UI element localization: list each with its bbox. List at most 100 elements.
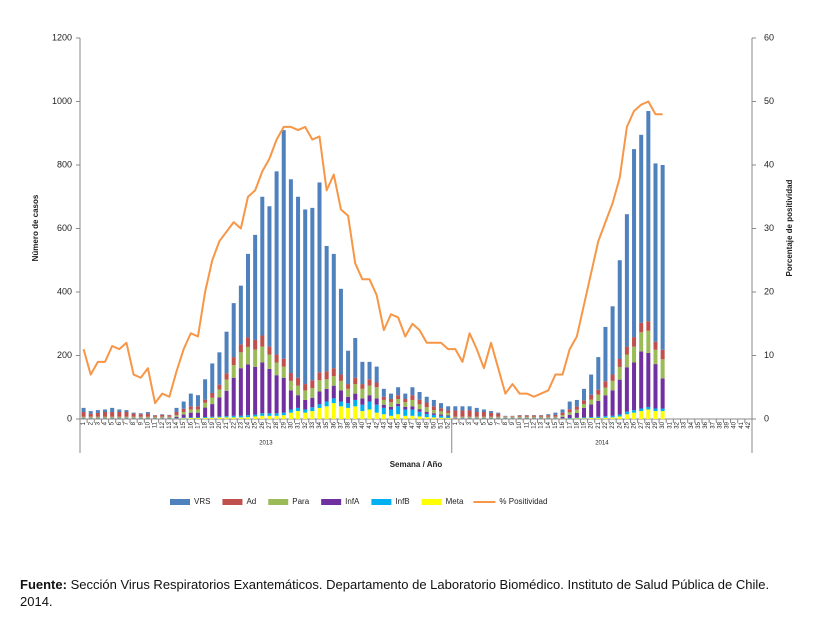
bar-segment [81,407,86,413]
bar-segment [181,408,186,413]
bar-segment [160,414,165,415]
bar-segment [446,406,451,411]
bar-segment [253,366,258,415]
bar-segment [288,412,293,419]
bar-segment [467,416,472,418]
x-tick-label: 47 [410,421,416,428]
bar-segment [589,394,594,400]
bar-segment [560,415,565,417]
bar-segment [288,390,293,410]
x-tick-label: 16 [188,421,194,428]
bar-segment [539,416,544,418]
bar-segment [531,416,536,418]
bar-segment [117,412,122,417]
x-tick-label: 37 [710,421,716,428]
bar-segment [303,390,308,400]
bar-segment [131,413,136,417]
bar-segment [145,416,150,418]
chart: Número de casos Porcentaje de positivida… [31,32,794,506]
bar-segment [646,330,651,353]
bar-segment [646,352,651,407]
x-axis-title: Semana / Año [390,460,443,469]
bar-segment [360,398,365,405]
bar-segment [381,388,386,397]
bar-segment [396,387,401,396]
bar-segment [174,415,179,417]
x-tick-label: 49 [424,421,430,428]
bar-segment [403,402,408,407]
bar-segment [596,400,601,417]
y2-tick-label: 50 [764,96,774,106]
bar-segment [181,417,186,419]
bar-segment [610,306,615,375]
bar-segment [381,396,386,400]
bar-segment [446,416,451,419]
bar-segment [553,416,558,418]
x-tick-label: 4 [103,421,109,425]
bar-segment [88,416,93,418]
bar-segment [560,412,565,416]
bar-segment [145,417,150,419]
bar-segment [317,380,322,392]
x-tick-label: 19 [210,421,216,428]
x-tick-label: 9 [510,421,516,425]
y-axis-title: Número de casos [31,194,40,261]
bar-segment [138,414,143,417]
bar-segment [567,418,572,419]
bar-segment [224,417,229,419]
bar-segment [417,404,422,410]
bar-segment [417,409,422,412]
bar-segment [374,412,379,419]
bar-segment [217,389,222,398]
bar-segment [446,418,451,419]
bar-segment [546,417,551,419]
bar-segment [496,416,501,418]
bar-segment [610,374,615,381]
y-tick-label: 200 [57,350,72,360]
bar-segment [324,406,329,419]
bar-segment [203,399,208,403]
bar-segment [281,412,286,416]
bar-segment [217,384,222,390]
bar-segment [281,130,286,359]
bar-segment [346,407,351,419]
bar-segment [446,410,451,413]
x-tick-label: 11 [153,421,159,428]
bar-segment [617,358,622,367]
bar-segment [346,403,351,408]
bar-segment [653,408,658,412]
bar-segment [481,412,486,417]
x-tick-label: 6 [117,421,123,425]
bar-segment [124,417,129,419]
bar-segment [174,412,179,416]
bar-segment [274,354,279,363]
bar-segment [367,385,372,396]
bar-segment [374,387,379,399]
x-tick-label: 51 [439,421,445,428]
bar-segment [203,402,208,408]
bar-segment [281,366,286,378]
bar-segment [510,416,515,418]
bar-segment [95,417,100,419]
bar-segment [231,357,236,366]
bar-segment [496,417,501,419]
bar-segment [81,417,86,419]
bar-segment [589,404,594,418]
x-tick-label: 38 [346,421,352,428]
bar-segment [474,412,479,417]
x-tick-label: 29 [653,421,659,428]
bar-segment [281,377,286,413]
x-tick-label: 45 [396,421,402,428]
x-tick-label: 12 [532,421,538,428]
bar-segment [596,357,601,390]
x-tick-label: 26 [632,421,638,428]
y2-tick-label: 60 [764,32,774,42]
bar-segment [260,362,265,414]
x-tick-label: 3 [467,421,473,425]
y2-tick-label: 0 [764,413,769,423]
bar-segment [374,382,379,388]
x-tick-label: 37 [339,421,345,428]
x-tick-label: 23 [238,421,244,428]
bar-segment [603,381,608,388]
